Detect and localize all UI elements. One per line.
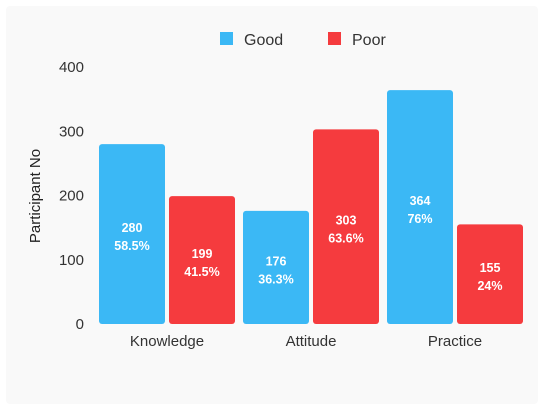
bar-value-label: 303 [336, 214, 357, 228]
bar-poor-practice [457, 224, 523, 324]
bar-poor-knowledge [169, 196, 235, 324]
x-axis-labels: Knowledge Attitude Practice [130, 333, 482, 350]
bar-percent-label: 41.5% [184, 265, 219, 279]
y-tick-label: 0 [76, 316, 84, 333]
legend-label-good: Good [244, 32, 283, 49]
bar-percent-label: 24% [477, 279, 502, 293]
legend-label-poor: Poor [352, 32, 386, 49]
bar-value-label: 280 [122, 221, 143, 235]
legend-swatch-good [220, 32, 233, 45]
y-axis-ticks: 0 100 200 300 400 [59, 59, 84, 333]
bar-percent-label: 58.5% [114, 239, 149, 253]
bar-good-attitude [243, 210, 309, 324]
x-category-label: Knowledge [130, 333, 204, 350]
bar-percent-label: 63.6% [328, 232, 363, 246]
y-tick-label: 400 [59, 59, 84, 76]
bar-value-label: 176 [266, 254, 287, 268]
bars [99, 90, 523, 324]
legend: Good Poor [220, 32, 386, 49]
y-tick-label: 100 [59, 252, 84, 269]
bar-labels: 280 58.5% 199 41.5% 176 36.3% 303 63.6% 364 76% 15… [114, 194, 502, 293]
y-axis-title: Participant No [27, 149, 44, 243]
bar-value-label: 155 [480, 261, 501, 275]
legend-swatch-poor [328, 32, 341, 45]
y-tick-label: 200 [59, 188, 84, 205]
bar-percent-label: 36.3% [258, 272, 293, 286]
x-category-label: Attitude [286, 333, 337, 350]
bar-poor-attitude [313, 129, 379, 324]
bar-good-practice [387, 90, 453, 324]
bar-value-label: 364 [410, 194, 431, 208]
x-category-label: Practice [428, 333, 482, 350]
bar-percent-label: 76% [407, 212, 432, 226]
bar-value-label: 199 [192, 247, 213, 261]
y-tick-label: 300 [59, 123, 84, 140]
bar-good-knowledge [99, 144, 165, 324]
